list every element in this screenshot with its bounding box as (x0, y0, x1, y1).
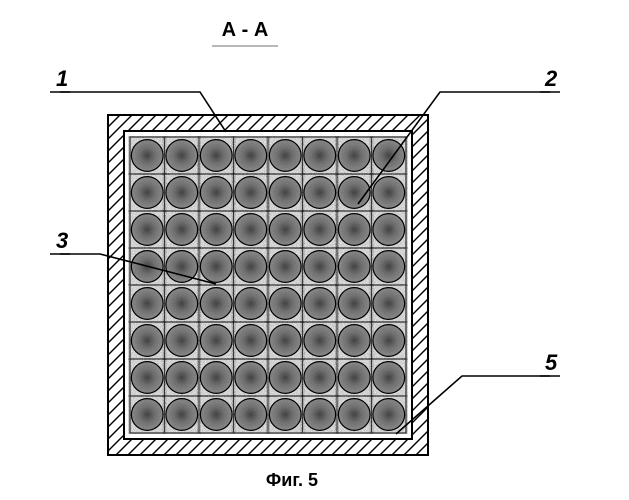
sphere (373, 399, 405, 431)
sphere (235, 288, 267, 320)
sphere (373, 288, 405, 320)
leader-5: 5 (396, 350, 560, 434)
sphere (269, 140, 301, 172)
sphere (269, 214, 301, 246)
sphere (235, 214, 267, 246)
sphere (235, 362, 267, 394)
callout-label: 3 (56, 228, 68, 253)
sphere (304, 288, 336, 320)
sphere (373, 325, 405, 357)
sphere (338, 214, 370, 246)
sphere (235, 140, 267, 172)
sphere (200, 325, 232, 357)
sphere (373, 362, 405, 394)
sphere (200, 214, 232, 246)
sphere (131, 362, 163, 394)
sphere (166, 288, 198, 320)
figure-caption: Фиг. 5 (266, 470, 318, 490)
sphere (304, 362, 336, 394)
leader-1: 1 (50, 66, 226, 132)
sphere (131, 177, 163, 209)
diagram-canvas: А - А 1 2 3 5 Фиг. 5 (0, 0, 629, 500)
sphere (131, 399, 163, 431)
sphere (373, 251, 405, 283)
sphere (200, 362, 232, 394)
sphere (235, 399, 267, 431)
sphere (131, 288, 163, 320)
sphere (373, 177, 405, 209)
sphere (269, 362, 301, 394)
sphere (166, 325, 198, 357)
sphere (304, 325, 336, 357)
sphere (269, 251, 301, 283)
sphere (338, 399, 370, 431)
sphere (235, 325, 267, 357)
sphere (373, 140, 405, 172)
sphere (304, 399, 336, 431)
callout-label: 2 (544, 66, 558, 91)
sphere (338, 251, 370, 283)
sphere (166, 177, 198, 209)
sphere (338, 177, 370, 209)
sphere (269, 177, 301, 209)
sphere (269, 399, 301, 431)
sphere (200, 251, 232, 283)
sphere (338, 288, 370, 320)
sphere (131, 140, 163, 172)
sphere (131, 214, 163, 246)
sphere (200, 288, 232, 320)
sphere (338, 325, 370, 357)
sphere (200, 399, 232, 431)
sphere (269, 325, 301, 357)
sphere (304, 251, 336, 283)
callout-label: 1 (56, 66, 68, 91)
sphere (373, 214, 405, 246)
sphere (131, 325, 163, 357)
sphere (304, 177, 336, 209)
sphere (338, 362, 370, 394)
sphere (166, 362, 198, 394)
sphere (166, 399, 198, 431)
callout-label: 5 (545, 350, 558, 375)
sphere (166, 140, 198, 172)
sphere (304, 140, 336, 172)
sphere (200, 177, 232, 209)
sphere (235, 177, 267, 209)
sphere (269, 288, 301, 320)
sphere (166, 214, 198, 246)
sphere (338, 140, 370, 172)
sphere (304, 214, 336, 246)
sphere (235, 251, 267, 283)
section-title: А - А (222, 19, 269, 41)
sphere (200, 140, 232, 172)
section-title-group: А - А (212, 19, 278, 46)
